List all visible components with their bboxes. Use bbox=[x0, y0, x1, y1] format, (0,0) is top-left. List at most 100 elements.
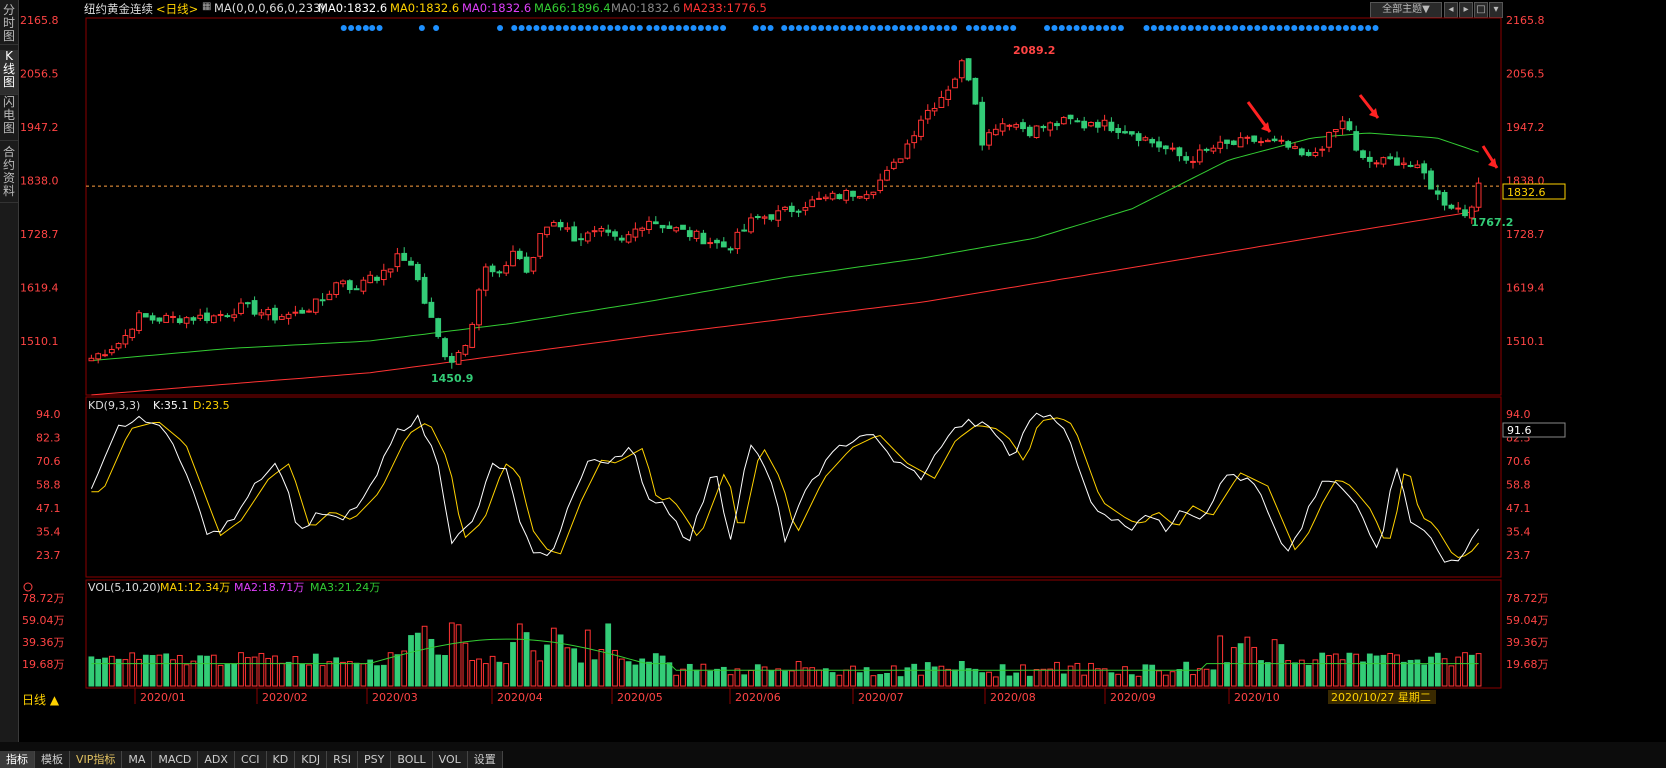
indicator-tab-3[interactable]: MA bbox=[122, 751, 153, 768]
volume-bar bbox=[326, 661, 333, 687]
candle-body bbox=[1013, 124, 1020, 128]
period-selector[interactable]: 日线 ▲ bbox=[22, 693, 60, 707]
indicator-tab-12[interactable]: VOL bbox=[432, 751, 468, 768]
candle-body bbox=[571, 226, 578, 242]
candle-body bbox=[401, 252, 408, 261]
kd-tick-right: 23.7 bbox=[1506, 549, 1531, 562]
volume-bar bbox=[183, 664, 190, 687]
indicator-tab-4[interactable]: MACD bbox=[152, 751, 199, 768]
volume-bar bbox=[360, 663, 367, 687]
volume-bar bbox=[686, 663, 693, 687]
candle-body bbox=[904, 143, 911, 159]
candle-body bbox=[680, 224, 686, 230]
indicator-tab-11[interactable]: BOLL bbox=[391, 751, 433, 768]
indicator-tab-13[interactable]: 设置 bbox=[467, 751, 503, 768]
volume-bar bbox=[88, 656, 95, 687]
volume-bar bbox=[1278, 644, 1285, 687]
candle-body bbox=[856, 195, 863, 199]
volume-bar bbox=[1196, 668, 1203, 687]
signal-dot bbox=[795, 25, 802, 31]
candle-body bbox=[489, 265, 496, 273]
kd-tick-left: 70.6 bbox=[36, 455, 61, 468]
candle-body bbox=[1441, 192, 1448, 206]
volume-bar bbox=[659, 655, 666, 687]
maximize-icon[interactable]: □ bbox=[1474, 2, 1488, 18]
volume-bar bbox=[251, 656, 258, 687]
indicator-tab-6[interactable]: CCI bbox=[234, 751, 267, 768]
volume-bar bbox=[557, 634, 564, 687]
kd-tick-right: 35.4 bbox=[1506, 526, 1531, 539]
sidebar-tab-kline[interactable]: K线图 bbox=[0, 50, 18, 95]
signal-dot bbox=[418, 25, 425, 31]
signal-dot bbox=[840, 25, 847, 31]
kd-tick-left: 47.1 bbox=[36, 502, 61, 515]
candle-body bbox=[659, 224, 666, 229]
candle-body bbox=[625, 234, 632, 243]
kd-label: KD(9,3,3) bbox=[88, 399, 140, 412]
candle-body bbox=[727, 248, 734, 251]
volume-bar bbox=[931, 666, 938, 687]
volume-bar bbox=[1407, 659, 1414, 687]
volume-bar bbox=[986, 671, 992, 687]
volume-bar bbox=[1060, 673, 1067, 687]
kd-current-label: 91.6 bbox=[1507, 424, 1532, 437]
volume-bar bbox=[734, 668, 741, 687]
candle-body bbox=[924, 109, 931, 120]
sidebar-tab-contract-info[interactable]: 合约资料 bbox=[0, 146, 18, 203]
sidebar-tab-intraday[interactable]: 分时图 bbox=[0, 4, 18, 45]
candle-body bbox=[952, 78, 958, 89]
candle-body bbox=[1026, 126, 1033, 137]
ma-value-3: MA0:1832.6 bbox=[462, 1, 532, 15]
indicator-tab-0[interactable]: 指标 bbox=[0, 751, 35, 768]
signal-dot bbox=[906, 25, 913, 31]
volume-bar bbox=[1305, 664, 1312, 687]
indicator-tab-8[interactable]: KDJ bbox=[295, 751, 328, 768]
indicator-tabs: 指标 模板 VIP指标 MA MACD ADX CCI KD KDJ RSI PSY BOLL VOL 设… bbox=[0, 751, 503, 768]
volume-bar bbox=[707, 670, 714, 687]
candle-body bbox=[1312, 151, 1319, 157]
volume-bar bbox=[741, 674, 748, 687]
volume-bar bbox=[1162, 674, 1169, 687]
candle-body bbox=[788, 205, 795, 213]
candle-body bbox=[1414, 164, 1421, 169]
volume-bar bbox=[673, 674, 680, 687]
signal-dot bbox=[988, 25, 995, 31]
volume-bar bbox=[1006, 675, 1013, 687]
vol-settings-icon[interactable] bbox=[23, 582, 33, 592]
candle-body bbox=[530, 257, 537, 272]
signal-dot bbox=[629, 25, 636, 31]
candle-body bbox=[1169, 147, 1176, 150]
volume-bar bbox=[428, 638, 435, 687]
volume-bar bbox=[204, 655, 210, 687]
signal-dot bbox=[433, 25, 440, 31]
candle-body bbox=[992, 128, 999, 136]
signal-dot bbox=[1095, 25, 1102, 31]
kd-panel-frame bbox=[85, 396, 1502, 578]
indicator-tab-5[interactable]: ADX bbox=[198, 751, 235, 768]
volume-bar bbox=[414, 632, 421, 687]
indicator-tab-9[interactable]: RSI bbox=[327, 751, 359, 768]
price-tick-right: 2165.8 bbox=[1506, 14, 1545, 27]
volume-bar bbox=[278, 662, 285, 687]
volume-bar bbox=[1101, 668, 1108, 687]
volume-bar bbox=[884, 672, 890, 687]
indicator-tab-7[interactable]: KD bbox=[266, 751, 296, 768]
candle-body bbox=[537, 233, 544, 257]
chart-settings-icon[interactable]: ▦ bbox=[202, 1, 212, 12]
indicator-tab-2[interactable]: VIP指标 bbox=[70, 751, 123, 768]
volume-bar bbox=[1230, 647, 1237, 687]
candle-body bbox=[1353, 131, 1360, 151]
signal-dot bbox=[1306, 25, 1313, 31]
signal-dots bbox=[340, 25, 1379, 31]
indicator-tab-1[interactable]: 模板 bbox=[35, 751, 70, 768]
volume-bar bbox=[1475, 653, 1482, 687]
candle-body bbox=[1434, 190, 1441, 195]
indicator-tab-10[interactable]: PSY bbox=[358, 751, 392, 768]
volume-bar bbox=[95, 658, 102, 687]
volume-bar bbox=[333, 657, 340, 687]
sidebar-tab-flash[interactable]: 闪电图 bbox=[0, 96, 18, 141]
candle-body bbox=[455, 352, 462, 365]
kd-tick-left: 35.4 bbox=[36, 526, 61, 539]
candle-body bbox=[605, 229, 612, 233]
